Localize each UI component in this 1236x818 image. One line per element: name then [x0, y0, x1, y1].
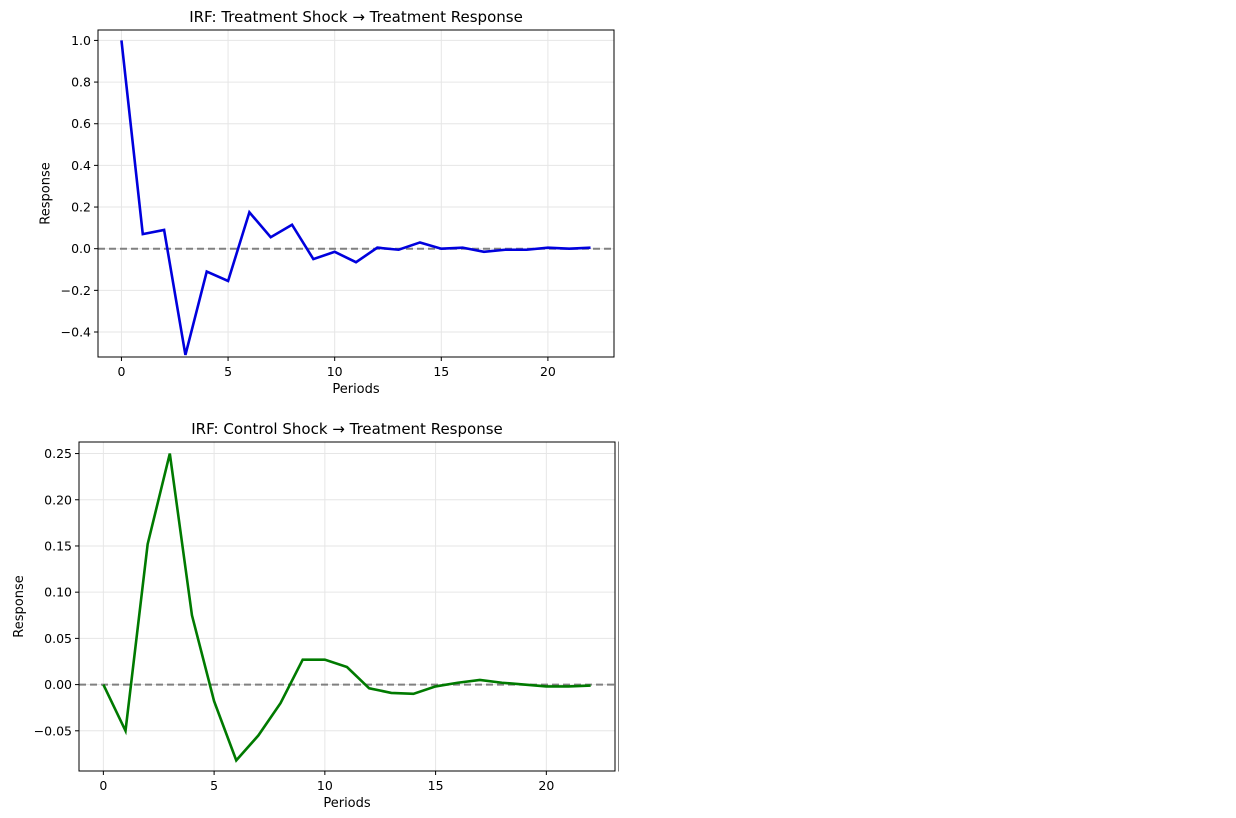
x-tick-label: 20 [538, 778, 554, 793]
y-tick-label: −0.4 [61, 325, 91, 340]
y-tick-label: 0.00 [44, 677, 72, 692]
chart-svg: 0 5 10 15 20 −0.4 −0.2 0.0 0.2 0.4 0.6 0.8 1.0 IRF: T… [39, 8, 615, 397]
y-axis-label: Response [39, 162, 54, 224]
y-tick-label: 0.25 [44, 446, 72, 461]
x-axis-label: Periods [323, 796, 371, 811]
y-tick-label: 0.0 [71, 241, 91, 256]
plot-frame [97, 29, 615, 358]
x-tick-label: 20 [540, 364, 556, 379]
y-tick-label: 1.0 [71, 33, 91, 48]
x-tick-label: 15 [428, 778, 444, 793]
plot-frame [78, 441, 616, 772]
x-tick-label: 0 [117, 364, 125, 379]
y-axis-label: Response [12, 575, 27, 637]
chart-svg: 05101520−0.25−0.20−0.15−0.10−0.050.000.0… [618, 0, 1236, 408]
x-tick-label: 5 [224, 364, 232, 379]
chart-svg: 0 5 10 15 20 −0.05 0.00 0.05 0.10 0.15 0.20 0.25 IRF… [12, 420, 616, 811]
series-line [120, 40, 591, 356]
x-tick-label: 10 [317, 778, 333, 793]
x-tick-label: 15 [433, 364, 449, 379]
x-axis-label: Periods [332, 382, 380, 397]
y-tick-label: 0.15 [44, 538, 72, 553]
x-tick-label: 10 [327, 364, 343, 379]
chart-title: IRF: Control Shock → Treatment Response [191, 420, 503, 438]
grid [98, 30, 614, 357]
y-tick-label: 0.4 [71, 158, 91, 173]
x-tick-label: 0 [99, 778, 107, 793]
chart-panel-2: 05101520−0.25−0.20−0.15−0.10−0.050.000.0… [618, 0, 1236, 408]
chart-title: IRF: Treatment Shock → Treatment Respons… [189, 8, 523, 26]
chart-panel-1: 0 5 10 15 20 −0.4 −0.2 0.0 0.2 0.4 0.6 0.8 1.0 IRF: T… [0, 0, 618, 408]
y-tick-label: −0.05 [34, 723, 72, 738]
y-tick-label: −0.2 [61, 283, 91, 298]
chart-panel-3: 0 5 10 15 20 −0.05 0.00 0.05 0.10 0.15 0.20 0.25 IRF… [0, 409, 618, 818]
y-tick-label: 0.2 [71, 200, 91, 215]
y-tick-label: 0.8 [71, 75, 91, 90]
y-tick-label: 0.10 [44, 585, 72, 600]
y-tick-label: 0.6 [71, 116, 91, 131]
y-tick-label: 0.20 [44, 492, 72, 507]
y-tick-label: 0.05 [44, 631, 72, 646]
x-tick-label: 5 [210, 778, 218, 793]
